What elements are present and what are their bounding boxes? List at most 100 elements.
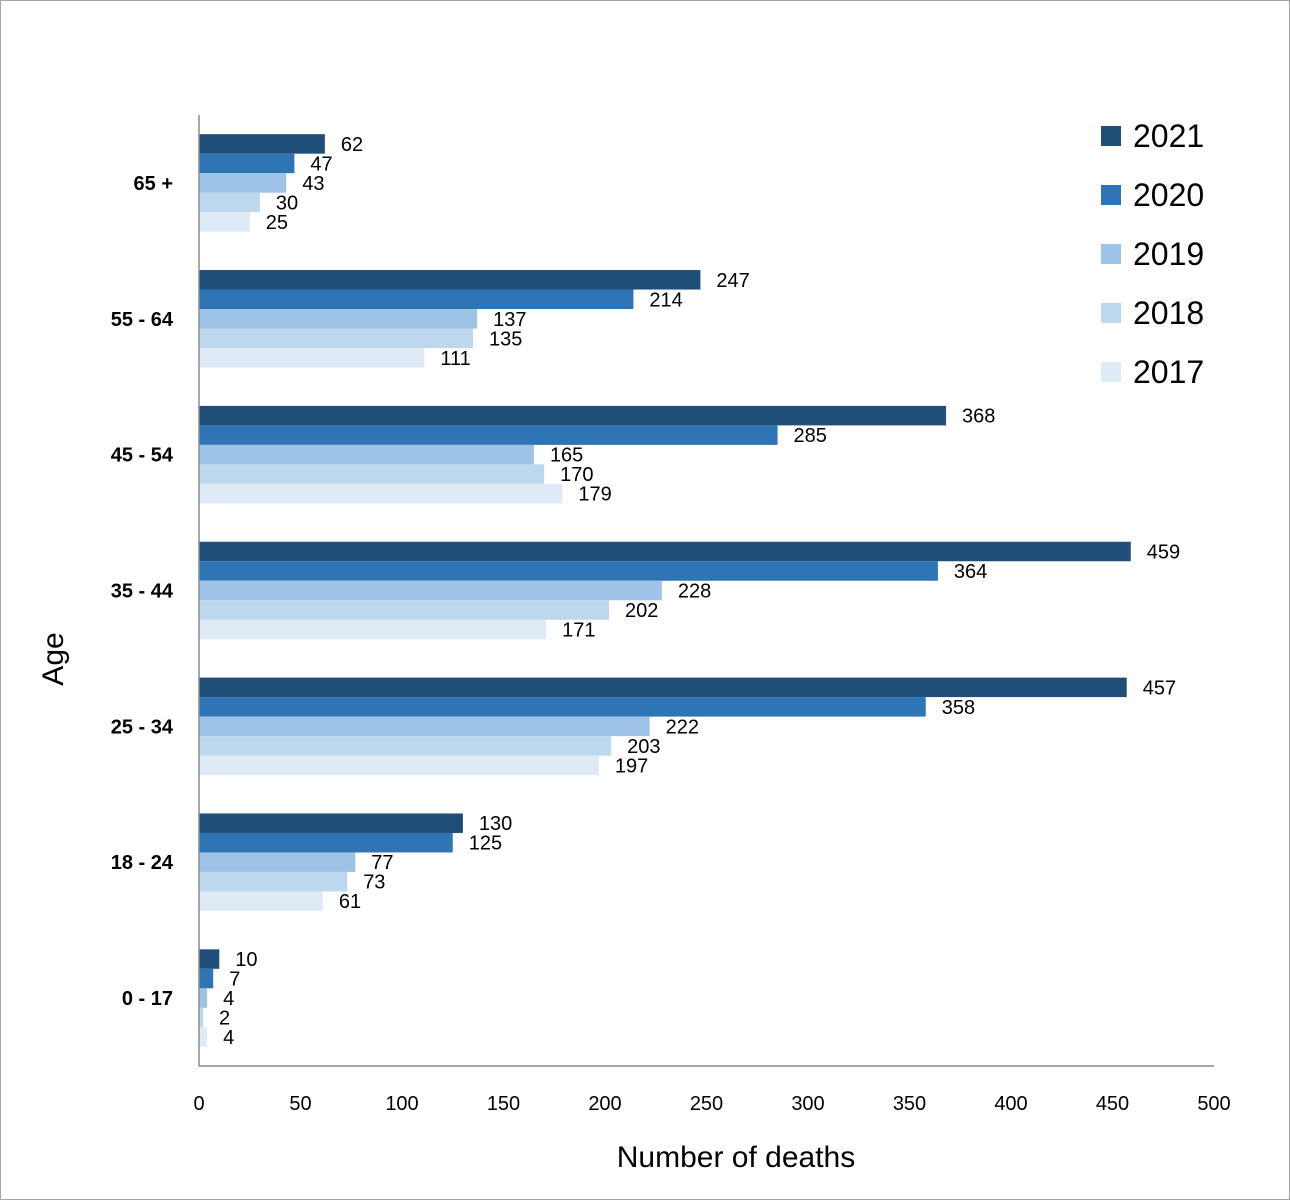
category-label: 65 + [134,173,173,195]
y-axis-title: Age [37,632,70,685]
bar-2019 [199,444,534,465]
bar-2020 [199,153,295,174]
legend-label: 2021 [1133,118,1204,154]
bar-2021 [199,270,701,290]
bar-2021 [199,405,947,426]
category-label: 55 - 64 [111,309,174,331]
bar-2019 [199,580,662,601]
bar-2017 [199,483,563,504]
bar-2020 [199,561,938,581]
bar-2019 [199,988,208,1008]
bar-2017 [199,212,250,232]
bar-2019 [199,852,356,872]
bar-2019 [199,309,478,329]
bar-2018 [199,464,545,484]
data-label: 4 [223,988,234,1010]
data-label: 77 [371,852,393,874]
data-label: 170 [560,464,593,486]
category-label: 18 - 24 [111,852,174,874]
data-label: 364 [954,561,987,583]
legend-label: 2017 [1133,354,1204,390]
bar-2017 [199,619,547,640]
bar-2020 [199,425,778,445]
legend-swatch [1101,185,1121,205]
data-label: 228 [678,581,711,603]
bar-2019 [199,716,650,737]
legend-swatch [1101,303,1121,323]
bar-2021 [199,677,1127,698]
data-label: 10 [235,949,257,971]
data-label: 179 [578,484,611,506]
category-label: 45 - 54 [111,445,174,467]
bar-2018 [199,1007,204,1028]
x-tick-label: 350 [893,1093,926,1115]
axes-layer: 0 - 17 18 - 24 25 - 34 35 - 44 45 - 54 55 - 6… [111,115,1231,1115]
data-label: 125 [469,833,502,855]
data-label: 130 [479,813,512,835]
x-tick-label: 250 [690,1093,723,1115]
data-label: 197 [615,755,648,777]
data-label: 214 [649,289,682,311]
x-tick-label: 150 [487,1093,520,1115]
bar-2018 [199,328,474,349]
bar-2017 [199,1027,208,1047]
data-label: 358 [942,697,975,719]
data-label: 111 [440,348,470,370]
data-label: 368 [962,406,995,428]
bar-2019 [199,173,287,193]
bars-layer [199,134,1131,1047]
data-label: 73 [363,872,385,894]
x-tick-label: 450 [1096,1093,1129,1115]
legend-label: 2020 [1133,177,1204,213]
legend-swatch [1101,244,1121,264]
data-label: 61 [339,891,361,913]
category-label: 35 - 44 [111,581,174,603]
bar-2020 [199,697,926,717]
legend-label: 2018 [1133,295,1204,331]
data-label: 47 [310,153,332,175]
data-label: 202 [625,600,658,622]
legend-label: 2019 [1133,236,1204,272]
data-label: 222 [666,716,699,738]
data-label: 7 [229,969,240,991]
x-tick-label: 200 [588,1093,621,1115]
data-label: 165 [550,445,583,467]
data-label: 459 [1147,542,1180,564]
bar-2018 [199,736,612,756]
data-label: 247 [716,270,749,292]
bar-2018 [199,871,348,892]
category-label: 0 - 17 [122,988,173,1010]
category-label: 25 - 34 [111,716,174,738]
bar-2017 [199,891,323,911]
data-label: 25 [266,212,288,234]
x-tick-label: 100 [385,1093,418,1115]
bar-2021 [199,813,463,833]
legend-swatch [1101,362,1121,382]
data-label: 30 [276,192,298,214]
bar-2021 [199,134,325,154]
legend: 2021 2020 2019 2018 2017 [1101,118,1204,390]
x-tick-label: 500 [1197,1093,1230,1115]
bar-2020 [199,968,214,989]
data-label: 135 [489,328,522,350]
data-label: 62 [341,134,363,156]
data-label: 4 [223,1027,234,1049]
bar-2018 [199,600,610,620]
data-label: 171 [562,620,595,642]
x-tick-label: 300 [791,1093,824,1115]
data-label: 43 [302,173,324,195]
x-axis-title: Number of deaths [617,1141,855,1174]
data-label: 457 [1143,677,1176,699]
data-labels-layer: 1074241301257773614573582222031974593642… [219,134,1180,1049]
bar-2018 [199,192,260,213]
bar-2021 [199,949,220,969]
legend-swatch [1101,126,1121,146]
data-label: 2 [219,1008,230,1030]
x-tick-label: 50 [289,1093,311,1115]
bar-2021 [199,541,1131,562]
data-label: 137 [493,309,526,331]
bar-2020 [199,832,453,853]
bar-2017 [199,348,425,368]
